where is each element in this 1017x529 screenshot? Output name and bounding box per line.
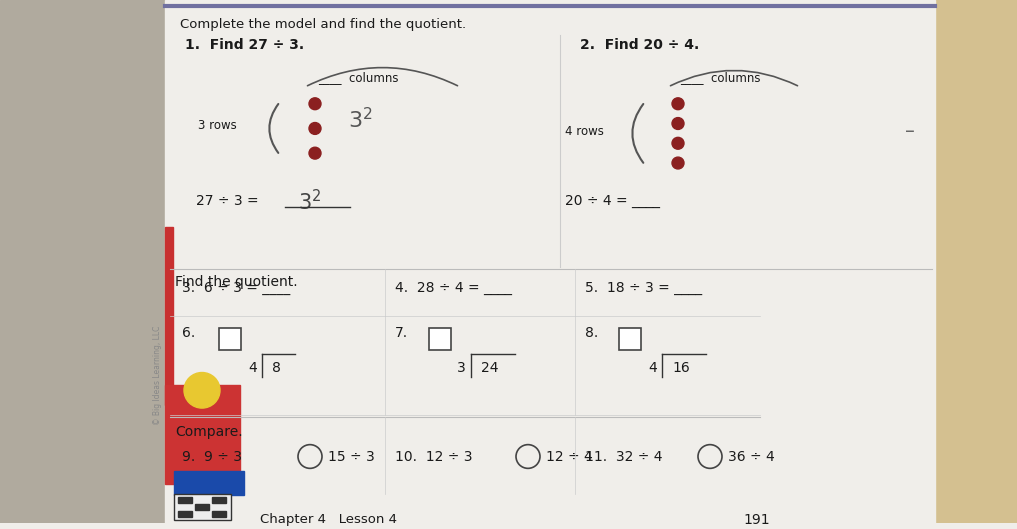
Circle shape <box>309 147 321 159</box>
Text: 36 ÷ 4: 36 ÷ 4 <box>728 450 775 463</box>
Circle shape <box>672 138 684 149</box>
Text: ____  columns: ____ columns <box>680 71 761 84</box>
Text: 3 rows: 3 rows <box>198 119 237 132</box>
FancyBboxPatch shape <box>174 471 244 495</box>
Text: 3: 3 <box>457 361 466 375</box>
FancyBboxPatch shape <box>219 328 241 350</box>
Circle shape <box>184 372 220 408</box>
Circle shape <box>672 117 684 130</box>
Text: 6.: 6. <box>182 326 195 340</box>
Text: 8: 8 <box>272 361 281 375</box>
Text: Complete the model and find the quotient.: Complete the model and find the quotient… <box>180 18 466 31</box>
Text: 8.: 8. <box>585 326 598 340</box>
Bar <box>165 0 935 523</box>
Text: 2.  Find 20 ÷ 4.: 2. Find 20 ÷ 4. <box>580 38 700 51</box>
Text: –: – <box>905 122 915 141</box>
Text: 15 ÷ 3: 15 ÷ 3 <box>328 450 374 463</box>
Bar <box>165 385 240 484</box>
Text: 3.  6 ÷ 3 = ____: 3. 6 ÷ 3 = ____ <box>182 280 290 295</box>
Text: ____  columns: ____ columns <box>318 71 399 84</box>
Bar <box>195 504 210 510</box>
Text: $3^2$: $3^2$ <box>348 107 372 132</box>
Bar <box>212 511 226 517</box>
Text: Find the quotient.: Find the quotient. <box>175 275 298 289</box>
Text: 4: 4 <box>248 361 256 375</box>
Circle shape <box>672 98 684 110</box>
Text: 11.  32 ÷ 4: 11. 32 ÷ 4 <box>585 450 662 463</box>
Bar <box>212 497 226 503</box>
Text: 4: 4 <box>648 361 657 375</box>
Text: Chapter 4   Lesson 4: Chapter 4 Lesson 4 <box>260 513 397 526</box>
Bar <box>935 0 1017 523</box>
Bar <box>178 497 192 503</box>
Text: 191: 191 <box>743 513 770 527</box>
Text: 16: 16 <box>672 361 690 375</box>
FancyBboxPatch shape <box>174 494 231 519</box>
Text: 12 ÷ 4: 12 ÷ 4 <box>546 450 593 463</box>
Text: 20 ÷ 4 = ____: 20 ÷ 4 = ____ <box>565 194 660 208</box>
Text: $3^2$: $3^2$ <box>298 189 321 214</box>
FancyBboxPatch shape <box>429 328 451 350</box>
Text: © Big Ideas Learning, LLC: © Big Ideas Learning, LLC <box>153 326 162 425</box>
Bar <box>165 227 173 405</box>
FancyBboxPatch shape <box>619 328 641 350</box>
Text: 10.  12 ÷ 3: 10. 12 ÷ 3 <box>395 450 473 463</box>
Text: 4.  28 ÷ 4 = ____: 4. 28 ÷ 4 = ____ <box>395 280 512 295</box>
Text: 9.  9 ÷ 3: 9. 9 ÷ 3 <box>182 450 242 463</box>
Circle shape <box>672 157 684 169</box>
Text: 4 rows: 4 rows <box>565 125 604 138</box>
Bar <box>178 511 192 517</box>
Circle shape <box>309 123 321 134</box>
Text: Compare.: Compare. <box>175 425 243 439</box>
Circle shape <box>309 98 321 110</box>
Text: 24: 24 <box>481 361 498 375</box>
Text: 27 ÷ 3 =: 27 ÷ 3 = <box>196 194 263 208</box>
Bar <box>0 0 165 523</box>
Text: GO DIGITAL: GO DIGITAL <box>182 475 236 484</box>
Text: 1.  Find 27 ÷ 3.: 1. Find 27 ÷ 3. <box>185 38 304 51</box>
Text: 5.  18 ÷ 3 = ____: 5. 18 ÷ 3 = ____ <box>585 280 702 295</box>
Text: 7.: 7. <box>395 326 408 340</box>
